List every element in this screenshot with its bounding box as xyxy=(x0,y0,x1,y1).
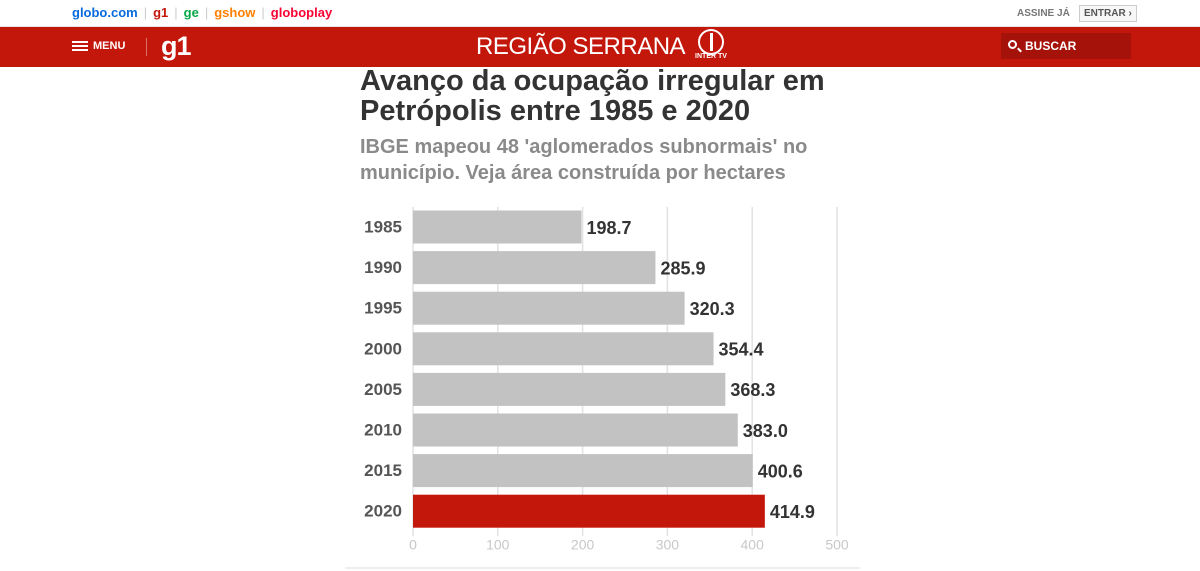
bar xyxy=(413,494,765,528)
region-title[interactable]: REGIÃO SERRANA xyxy=(476,33,686,60)
portal-link[interactable]: g1 xyxy=(153,5,169,20)
brand-text: INTER TV xyxy=(695,53,727,60)
value-label: 320.3 xyxy=(690,299,735,319)
separator: | xyxy=(174,5,178,20)
portal-link[interactable]: globoplay xyxy=(270,5,333,20)
x-tick-label: 100 xyxy=(486,537,510,553)
bar xyxy=(413,454,753,488)
separator: | xyxy=(261,5,265,20)
bar xyxy=(413,372,726,406)
portal-link[interactable]: gshow xyxy=(214,5,256,20)
bar xyxy=(413,413,738,447)
value-label: 198.7 xyxy=(586,218,631,238)
chart: 0 100 200 300 400 500 1985 198.7 1990 285.9 1995 32… xyxy=(345,207,860,569)
login-button[interactable]: ENTRAR › xyxy=(1079,5,1137,22)
chart-subtitle: IBGE mapeou 48 'aglomerados subnormais' … xyxy=(360,136,808,184)
value-label: 368.3 xyxy=(730,380,775,400)
x-tick-label: 200 xyxy=(571,537,595,553)
y-tick-label: 2000 xyxy=(364,339,402,358)
portal-link[interactable]: ge xyxy=(183,5,199,20)
y-tick-label: 2010 xyxy=(364,420,402,439)
chart-title: Avanço da ocupação irregular em Petrópol… xyxy=(360,65,825,127)
y-tick-label: 2015 xyxy=(364,461,402,480)
bar xyxy=(413,251,656,285)
search-label: BUSCAR xyxy=(1025,39,1077,53)
y-tick-label: 1995 xyxy=(364,299,402,318)
brand-logo[interactable]: INTER TV xyxy=(694,29,728,60)
search-box[interactable]: BUSCAR xyxy=(1001,33,1131,59)
menu-label: MENU xyxy=(93,40,126,52)
logo[interactable]: g1 xyxy=(161,31,191,61)
separator: | xyxy=(143,5,148,20)
login-label: ENTRAR xyxy=(1084,8,1126,19)
top-bar: globo.com | g1 | ge | gshow | globoplay ASSINE J… xyxy=(0,0,1200,27)
value-label: 383.0 xyxy=(743,421,788,441)
separator: | xyxy=(204,5,209,20)
x-tick-label: 0 xyxy=(409,537,417,553)
x-tick-label: 500 xyxy=(825,537,849,553)
header: MENU g1 REGIÃO SERRANA INTER TV BUSCAR xyxy=(0,27,1200,67)
portal-links: globo.com | g1 | ge | gshow | globoplay xyxy=(72,5,338,20)
value-label: 400.6 xyxy=(758,461,803,481)
y-tick-label: 1990 xyxy=(364,258,402,277)
bar xyxy=(413,291,685,325)
bar xyxy=(413,210,582,244)
menu-button[interactable]: MENU xyxy=(72,40,125,52)
bar xyxy=(413,332,714,366)
y-tick-label: 2005 xyxy=(364,380,402,399)
value-label: 414.9 xyxy=(770,502,815,522)
y-tick-label: 2020 xyxy=(364,502,402,521)
x-tick-label: 300 xyxy=(656,537,680,553)
y-tick-label: 1985 xyxy=(364,217,402,236)
subscribe-link[interactable]: ASSINE JÁ xyxy=(1017,8,1070,19)
x-tick-label: 400 xyxy=(741,537,765,553)
portal-link[interactable]: globo.com xyxy=(72,5,138,20)
value-label: 354.4 xyxy=(719,340,764,360)
value-label: 285.9 xyxy=(660,258,705,278)
